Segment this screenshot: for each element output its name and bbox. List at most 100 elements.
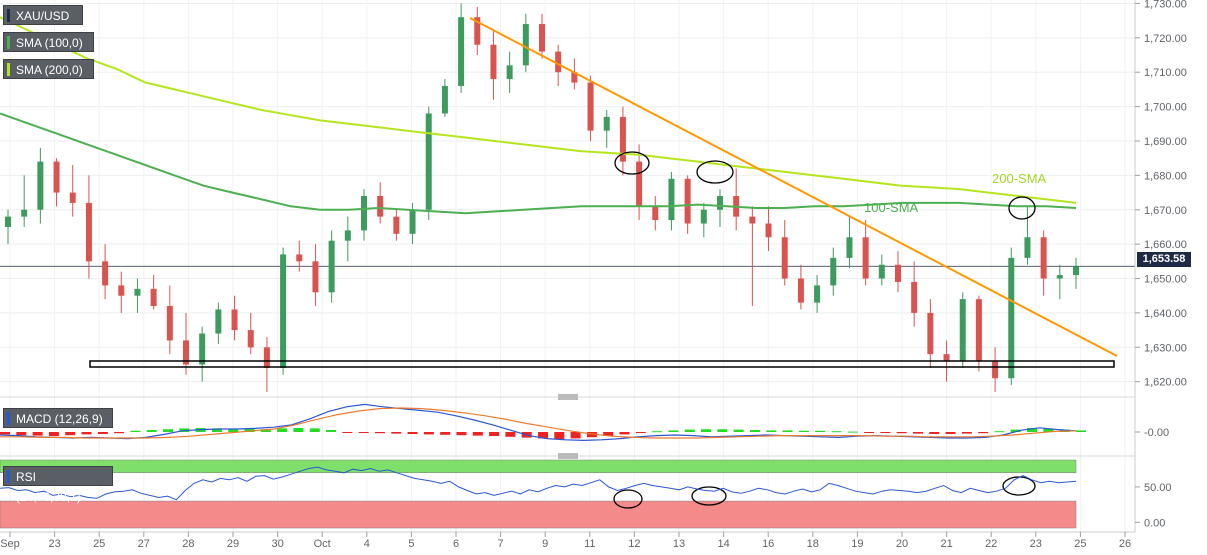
y-tick-label: 0.00 [1144,517,1165,529]
candle-body [263,347,270,368]
y-tick-label: 1,700.00 [1144,102,1187,114]
x-tick-label: 16 [762,538,774,550]
y-tick-label: 1,620.00 [1144,377,1187,389]
y-tick-label: 1,640.00 [1144,308,1187,320]
macd-hist-bar [619,432,630,435]
macd-hist-bar [146,430,157,432]
y-tick-label: 1,710.00 [1144,67,1187,79]
legend-swatch [7,63,10,76]
macd-hist-bar [1076,430,1086,432]
legend-item-sma200[interactable]: SMA (200,0) [3,59,94,79]
rsi-line [0,466,1077,501]
candle-body [296,254,303,262]
x-tick-label: 25 [93,538,105,550]
y-tick-label: 50.00 [1144,482,1172,494]
candle-body [587,82,594,131]
x-tick-label: 9 [542,538,548,550]
candle-body [377,196,384,217]
swing-high-marker [696,160,734,184]
macd-hist-bar [97,432,108,434]
x-tick-label: Oct [314,538,331,550]
last-price-tag: 1,653.58 [1137,252,1191,267]
sma100-annotation: 100-SMA [864,200,919,215]
candle-body [571,72,578,83]
macd-signal-line [0,407,1077,439]
candle-body [458,17,465,86]
macd-hist-bar [668,430,679,432]
candle-body [992,361,999,379]
macd-hist-bar [831,431,842,433]
x-tick-label: 21 [940,538,952,550]
macd-hist-bar [326,430,337,432]
x-tick-label: 22 [985,538,997,550]
x-tick-label: 14 [717,538,729,550]
legend-label: XAU/USD [16,9,70,23]
macd-hist-bar [717,429,728,432]
x-tick-label: 4 [364,538,370,550]
chart-grid [0,0,1135,532]
x-tick-label: 23 [48,538,60,550]
macd-hist-bar [847,431,858,433]
macd-hist-bar [652,431,663,433]
candle-body [668,178,675,221]
trend-line [469,17,1118,357]
candle-body [539,24,545,52]
macd-hist-bar [456,432,467,436]
x-tick-label: 28 [182,538,194,550]
rsi-pane-label[interactable]: RSI (14,70,30,1) [3,466,113,504]
candle-body [700,209,707,224]
rsi-peak-marker [1002,476,1036,496]
macd-pane-label[interactable]: MACD (12,26,9) [3,408,113,428]
candle-body [878,264,885,279]
macd-hist-bar [48,432,59,436]
macd-hist-bar [782,430,793,432]
x-tick-label: 29 [227,538,239,550]
macd-hist-bar [114,432,125,434]
macd-hist-bar [65,432,76,436]
candle-body [425,113,432,210]
y-tick-label: 1,650.00 [1144,274,1187,286]
macd-hist-bar [603,432,614,436]
candle-body [134,288,141,296]
legend-item-symbol[interactable]: XAU/USD [3,5,83,25]
macd-hist-bar [440,432,451,435]
macd-hist-bar [929,432,940,434]
candle-body [118,285,125,296]
sma100-line [0,112,1077,215]
candle-body [797,278,804,303]
candle-body [1073,266,1079,276]
legend-swatch [7,36,10,49]
macd-label: MACD (12,26,9) [16,412,103,426]
macd-hist-bar [701,429,712,432]
x-tick-label: Sep [0,538,20,550]
x-tick-label: 13 [673,538,685,550]
candle-body [1040,237,1047,279]
x-tick-label: 23 [1030,538,1042,550]
macd-hist-bar [766,430,777,432]
y-tick-label: 1,660.00 [1144,239,1187,251]
candle-body [102,261,109,286]
macd-hist-bar [342,432,353,433]
candle-body [830,257,837,286]
macd-hist-bar [423,432,434,435]
candle-body [652,206,659,221]
candle-body [975,299,982,362]
sma200-line [0,16,1077,204]
candle-body [53,161,60,193]
candle-body [911,281,918,313]
candle-body [717,196,723,210]
legend-item-sma100[interactable]: SMA (100,0) [3,32,94,52]
macd-hist-bar [16,432,27,436]
time-axis: Sep 23 25 27 28 29 30 Oct 4 5 6 7 9 11 12 13 14 16 18 19 20 2… [0,532,1131,550]
rsi-pane [0,466,1077,501]
candle-body [490,44,497,80]
candle-body [199,333,206,365]
x-tick-label: 11 [584,538,595,550]
candle-body [409,209,416,234]
candle-body [150,288,157,307]
macd-hist-bar [586,432,597,438]
x-tick-label: 20 [896,538,908,550]
candle-body [814,285,821,303]
macd-hist-bar [358,432,369,433]
